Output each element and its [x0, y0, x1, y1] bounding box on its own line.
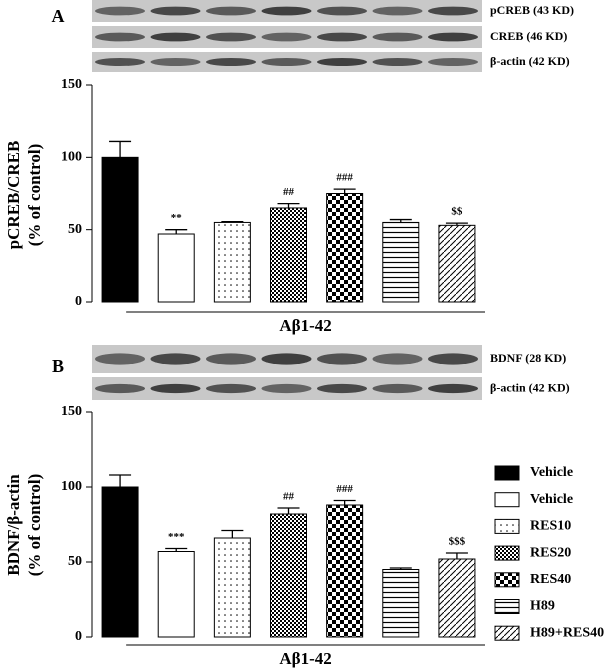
legend-swatch [494, 518, 520, 534]
legend-swatch [494, 625, 520, 641]
blot-band [150, 6, 201, 16]
blot-band [317, 6, 367, 16]
significance-mark: $$ [451, 206, 463, 218]
y-axis-label: (% of control) [25, 144, 44, 247]
y-tick-label: 150 [61, 404, 82, 419]
y-tick-label: 0 [75, 294, 82, 309]
group-label: Aβ1-42 [279, 316, 331, 335]
legend-label: Vehicle [530, 465, 573, 480]
bar [101, 486, 139, 638]
blot-band [150, 353, 201, 365]
blot-band [317, 353, 367, 365]
blot-band [372, 32, 423, 42]
blot-band [261, 6, 312, 16]
blot-band [372, 353, 423, 365]
y-tick-label: 50 [68, 554, 82, 569]
blot-band [372, 58, 423, 66]
blot-band [150, 383, 201, 394]
blot-label: pCREB (43 KD) [490, 3, 574, 17]
significance-mark: *** [168, 531, 185, 543]
blot-band [317, 383, 367, 394]
group-label: Aβ1-42 [279, 649, 331, 668]
bar [270, 513, 307, 638]
blot-band [261, 32, 312, 42]
blot-band [372, 6, 423, 16]
blot-band [428, 353, 478, 365]
legend-swatch [494, 465, 520, 481]
bar [382, 569, 420, 638]
legend-label: H89+RES40 [530, 625, 604, 640]
blot-band [206, 32, 256, 42]
blot-label: BDNF (28 KD) [490, 351, 566, 365]
legend-label: RES10 [530, 519, 571, 534]
blot-band [95, 6, 145, 16]
blot-band [95, 32, 145, 42]
legend-swatch [494, 599, 520, 614]
blot-band [372, 383, 423, 394]
blot-label: CREB (46 KD) [490, 29, 567, 43]
blot-band [206, 58, 256, 66]
y-tick-label: 100 [61, 479, 82, 494]
y-axis-label: (% of control) [25, 474, 44, 577]
significance-mark: ## [283, 491, 295, 503]
y-tick-label: 50 [68, 222, 82, 237]
bar [213, 221, 251, 303]
legend-label: H89 [530, 599, 555, 614]
legend-swatch [494, 545, 520, 561]
blot-band [206, 353, 256, 365]
blot-band [261, 58, 312, 66]
panel-label: A [52, 6, 65, 26]
bar [438, 224, 476, 303]
y-axis-label: BDNF/β-actin [4, 474, 23, 576]
bar [270, 207, 307, 303]
blot-band [206, 383, 256, 394]
significance-mark: ** [171, 212, 183, 224]
blot-band [261, 353, 312, 365]
bar [326, 504, 364, 638]
blot-band [428, 32, 478, 42]
bar [157, 551, 195, 638]
blot-band [95, 58, 145, 66]
y-tick-label: 0 [75, 629, 82, 644]
bar [326, 193, 364, 303]
bar [382, 221, 420, 303]
blot-band [150, 32, 201, 42]
bar [213, 537, 251, 638]
blot-band [95, 383, 145, 394]
blot-band [317, 58, 367, 66]
significance-mark: ### [336, 483, 353, 495]
legend-swatch [494, 572, 520, 588]
blot-band [261, 383, 312, 394]
blot-band [428, 58, 478, 66]
significance-mark: ### [336, 172, 353, 184]
blot-band [95, 353, 145, 365]
legend-swatch [494, 492, 520, 508]
bar [438, 558, 476, 638]
significance-mark: $$$ [449, 536, 466, 548]
blot-band [150, 58, 201, 66]
panel-label: B [52, 356, 64, 376]
significance-mark: ## [283, 186, 295, 198]
legend-label: RES40 [530, 572, 571, 587]
blot-label: β-actin (42 KD) [490, 54, 570, 68]
y-tick-label: 150 [61, 77, 82, 92]
y-axis-label: pCREB/CREB [4, 141, 23, 250]
blot-band [317, 32, 367, 42]
bar [101, 156, 139, 303]
blot-band [206, 6, 256, 16]
legend-label: Vehicle [530, 492, 573, 507]
y-tick-label: 100 [61, 150, 82, 165]
blot-band [428, 383, 478, 394]
legend-label: RES20 [530, 545, 571, 560]
blot-label: β-actin (42 KD) [490, 380, 570, 394]
blot-band [428, 6, 478, 16]
bar [157, 233, 195, 303]
